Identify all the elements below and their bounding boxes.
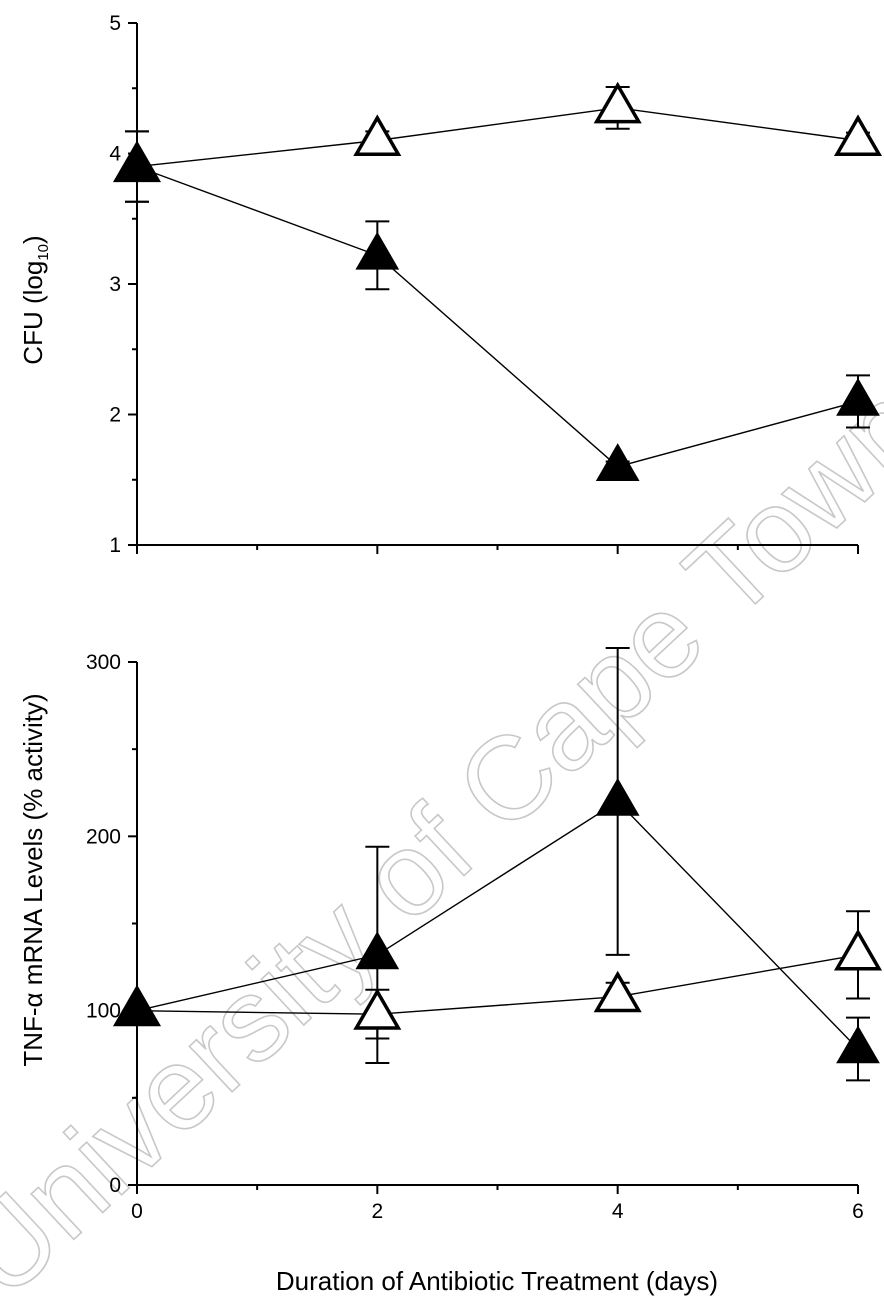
cfu-y-tick-label: 3 <box>109 273 121 296</box>
cfu-filled-marker <box>355 231 400 270</box>
cfu-y-tick-label: 5 <box>109 12 121 35</box>
tnf-open-series-line <box>136 954 859 1015</box>
cfu-open-marker <box>833 114 883 157</box>
tnf-y-axis-title: TNF-α mRNA Levels (% activity) <box>18 693 48 1066</box>
tnf-x-tick-label: 0 <box>131 1200 143 1223</box>
tnf-open-marker <box>353 988 402 1030</box>
cfu-filled-marker <box>836 377 880 416</box>
cfu-open-series-line <box>136 107 859 168</box>
tnf-panel: 0 100 200 300 0 2 4 6 <box>86 647 883 1223</box>
x-axis-title: Duration of Antibiotic Treatment (days) <box>276 1266 718 1296</box>
cfu-y-tick-label: 4 <box>109 143 121 166</box>
tnf-y-tick-label: 0 <box>109 1174 121 1197</box>
cfu-y-tick-label: 2 <box>109 404 121 427</box>
cfu-filled-series-line <box>136 165 859 468</box>
tnf-open-marker <box>593 970 642 1013</box>
cfu-filled-marker <box>595 443 640 481</box>
tnf-x-tick-label: 2 <box>371 1200 383 1223</box>
watermark-text: University of Cape Town <box>0 359 884 1307</box>
tnf-x-tick-label: 4 <box>612 1200 624 1223</box>
cfu-open-marker <box>593 81 642 124</box>
tnf-y-tick-label: 200 <box>86 825 121 848</box>
tnf-filled-marker <box>836 1025 880 1064</box>
tnf-filled-series-line <box>136 800 859 1050</box>
tnf-filled-marker <box>355 931 400 970</box>
tnf-open-marker <box>833 928 883 971</box>
tnf-y-tick-label: 100 <box>86 1000 121 1023</box>
cfu-y-axis-title: CFU (log10) <box>18 235 52 364</box>
tnf-x-tick-label: 6 <box>852 1200 864 1223</box>
cfu-open-marker <box>353 114 402 157</box>
tnf-filled-marker <box>595 777 640 816</box>
tnf-y-tick-label: 300 <box>86 651 121 674</box>
cfu-panel: 1 2 3 4 5 <box>109 12 883 557</box>
tnf-filled-marker <box>115 987 159 1025</box>
cfu-y-tick-label: 1 <box>109 534 121 557</box>
cfu-filled-marker <box>115 142 159 181</box>
